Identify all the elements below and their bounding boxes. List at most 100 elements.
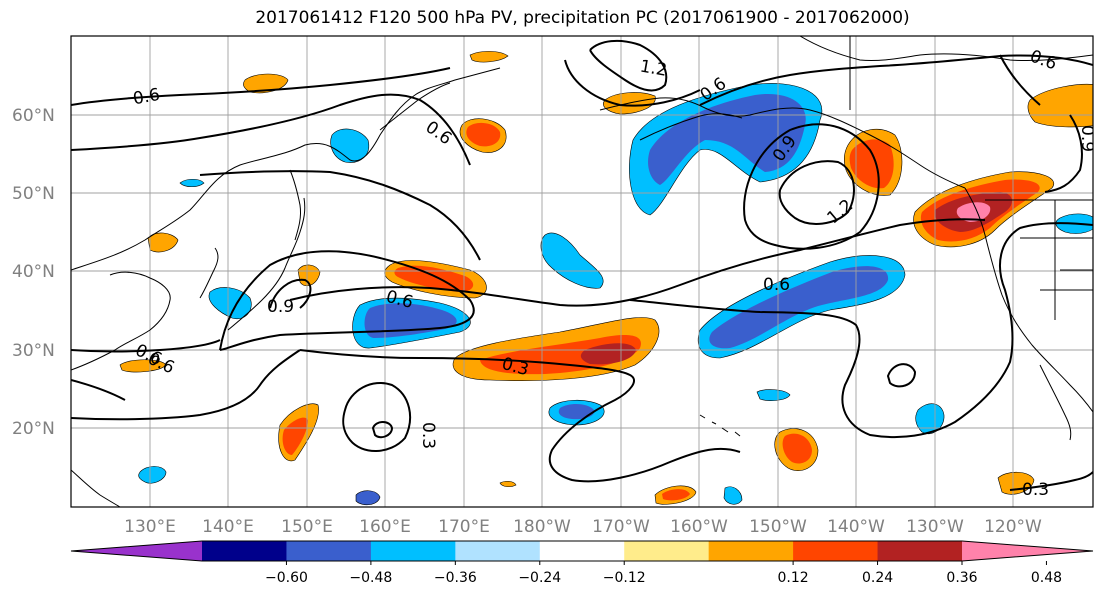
coast-north-america bbox=[964, 187, 1093, 413]
lon-label: 160°E bbox=[359, 517, 411, 537]
neg-anomaly-central-pacific-core bbox=[709, 266, 889, 349]
colorbar-tick-label: 0.12 bbox=[778, 570, 809, 586]
contour-jet-west bbox=[199, 170, 481, 261]
neg-anomaly-small-5 bbox=[179, 178, 205, 188]
colorbar-tick-label: −0.60 bbox=[265, 570, 308, 586]
pos-anomaly-okhotsk bbox=[243, 73, 289, 94]
contour-0.6-west bbox=[71, 339, 221, 353]
precip-shading bbox=[119, 51, 1093, 506]
colorbar-outline bbox=[70, 540, 1094, 562]
pos-anomaly-small-6 bbox=[499, 480, 517, 488]
contour-0.3-baja bbox=[1009, 471, 1093, 491]
pos-anomaly-south-china bbox=[119, 359, 167, 373]
contour-south-west bbox=[71, 379, 126, 401]
pos-anomaly-northeast bbox=[1027, 84, 1093, 128]
map-plot-area: 0.6 0.6 0.6 0.6 0.6 0.6 0.6 0.9 0.9 0.9 … bbox=[71, 36, 1097, 507]
contour-0.9-alaska bbox=[743, 123, 880, 250]
coast-korea bbox=[199, 247, 219, 299]
pos-anomaly-japan-north bbox=[147, 232, 179, 253]
neg-anomaly-gulf-alaska-core bbox=[648, 94, 806, 185]
contour-label: 0.9 bbox=[267, 297, 294, 317]
colorbar-swatch bbox=[708, 541, 794, 561]
contour-0.6-subtropic bbox=[629, 222, 1093, 439]
neg-anomaly-small-1 bbox=[138, 466, 167, 484]
lon-label: 140°W bbox=[827, 517, 885, 537]
lat-label-30n: 30°N bbox=[12, 341, 55, 361]
colorbar: −0.60 −0.48 −0.36 −0.24 −0.12 0.12 0.24 0.36 0.4… bbox=[70, 540, 1094, 586]
pos-anomaly-bering-red bbox=[466, 122, 501, 147]
colorbar-tick-label: 0.48 bbox=[1031, 570, 1062, 586]
colorbar-tick-label: −0.48 bbox=[349, 570, 392, 586]
colorbar-swatch bbox=[286, 541, 372, 561]
coastlines bbox=[71, 36, 1093, 507]
colorbar-tick-label: −0.24 bbox=[518, 570, 561, 586]
colorbar-tick-label: −0.36 bbox=[434, 570, 477, 586]
longitude-labels: 130°E 140°E 150°E 160°E 170°E 180°W 170°… bbox=[124, 517, 1042, 537]
contour-label: 0.9 bbox=[1077, 125, 1097, 152]
colorbar-extend-max bbox=[962, 541, 1093, 561]
coast-aleutians bbox=[639, 113, 743, 141]
pv-contours bbox=[71, 39, 1093, 491]
contour-0.3-inner bbox=[371, 421, 394, 439]
pos-anomaly-bottom-center-red bbox=[662, 489, 690, 501]
coast-arctic bbox=[799, 36, 1093, 62]
pos-anomaly-top bbox=[469, 51, 509, 63]
lat-label-40n: 40°N bbox=[12, 262, 55, 282]
colorbar-swatch bbox=[370, 541, 456, 561]
colorbar-tick-label: −0.12 bbox=[603, 570, 646, 586]
lon-label: 130°E bbox=[124, 517, 176, 537]
contour-0.6-north bbox=[71, 67, 451, 106]
lon-label: 170°E bbox=[438, 517, 490, 537]
colorbar-swatch bbox=[624, 541, 710, 561]
contour-0.9-west bbox=[269, 278, 312, 309]
pos-anomaly-alaska-coast-red bbox=[849, 139, 894, 189]
contour-0.9-north bbox=[564, 59, 701, 107]
contour-1.2-alaska bbox=[778, 160, 855, 225]
latitude-labels: 60°N 50°N 40°N 30°N 20°N bbox=[12, 106, 55, 439]
map-frame bbox=[70, 35, 1094, 508]
lat-label-50n: 50°N bbox=[12, 184, 55, 204]
colorbar-swatch bbox=[539, 541, 625, 561]
coast-philippines bbox=[71, 469, 121, 507]
lon-label: 140°E bbox=[202, 517, 254, 537]
border-states-2 bbox=[1040, 200, 1093, 320]
colorbar-swatch bbox=[455, 541, 541, 561]
pos-anomaly-kuril-red bbox=[394, 265, 474, 292]
contour-0.3-loop bbox=[342, 382, 412, 452]
lon-label: 150°E bbox=[281, 517, 333, 537]
contour-0.6-jet bbox=[289, 218, 986, 307]
neg-anomaly-small-3 bbox=[723, 486, 743, 505]
contour-1.2-north bbox=[589, 39, 668, 92]
neg-anomaly-dateline bbox=[540, 232, 604, 289]
coast-japan bbox=[227, 197, 306, 331]
contour-label: 0.6 bbox=[131, 85, 161, 109]
contour-0.3-south bbox=[71, 349, 301, 421]
contour-0.6-ne bbox=[699, 54, 1093, 106]
pos-anomaly-subtropic-west-red bbox=[282, 417, 308, 455]
graticule bbox=[71, 36, 1093, 507]
pos-anomaly-pacific-northwest-peak bbox=[956, 202, 991, 222]
coast-baja bbox=[1039, 364, 1072, 441]
lon-label: 170°W bbox=[592, 517, 650, 537]
lon-label: 120°W bbox=[984, 517, 1042, 537]
lon-label: 150°W bbox=[749, 517, 807, 537]
coast-alaska bbox=[599, 97, 966, 189]
neg-anomaly-hawaii-west-core bbox=[558, 404, 595, 420]
coast-sakhalin bbox=[289, 169, 301, 241]
coast-islands-hawaii bbox=[699, 414, 741, 437]
contour-label: 1.2 bbox=[638, 56, 668, 80]
pos-anomaly-hawaii-east-red bbox=[782, 433, 812, 464]
colorbar-swatch bbox=[877, 541, 963, 561]
contour-label: 0.3 bbox=[1022, 480, 1049, 500]
neg-anomaly-small-4 bbox=[355, 490, 381, 506]
contour-label: 0.3 bbox=[418, 422, 438, 449]
contour-label: 0.6 bbox=[763, 275, 790, 295]
contour-0.3-jet bbox=[299, 349, 741, 483]
coast-asia bbox=[71, 67, 501, 271]
lon-label: 180°W bbox=[513, 517, 571, 537]
map-title: 2017061412 F120 500 hPa PV, precipitatio… bbox=[255, 8, 910, 28]
colorbar-swatch bbox=[202, 541, 287, 561]
lat-label-20n: 20°N bbox=[12, 419, 55, 439]
colorbar-extend-min bbox=[71, 541, 202, 561]
